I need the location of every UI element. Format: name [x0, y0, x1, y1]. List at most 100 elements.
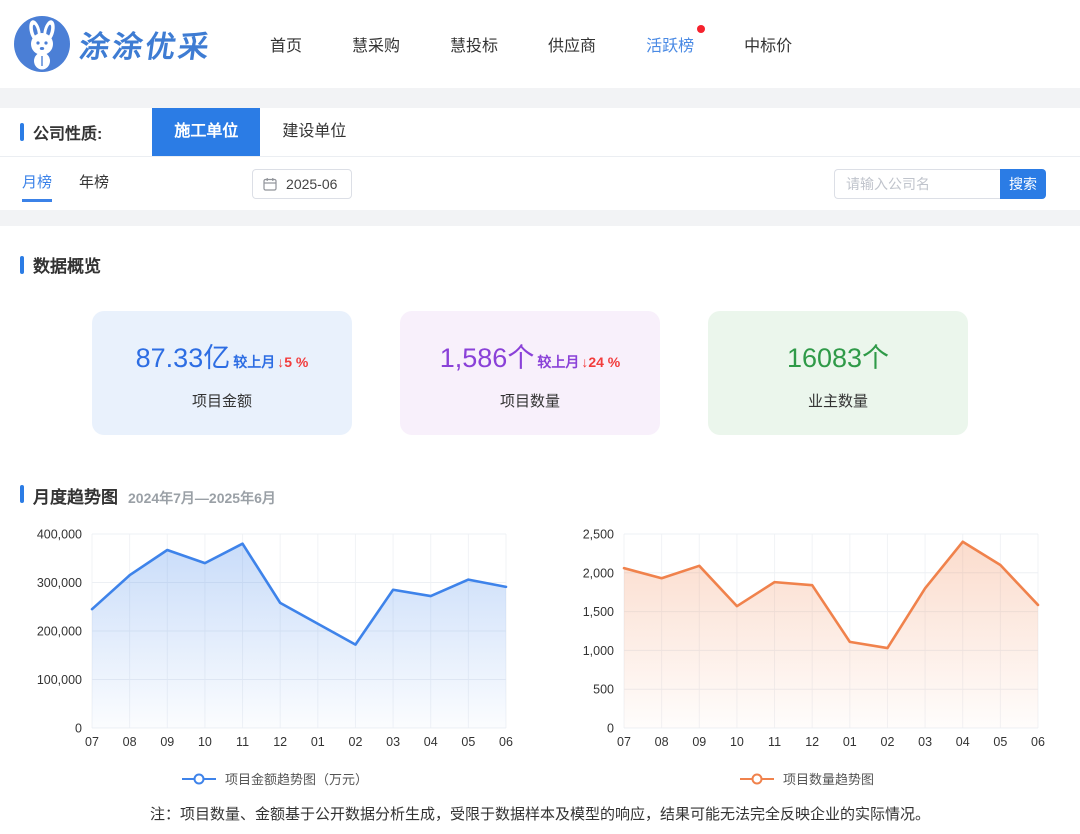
svg-text:04: 04 [424, 735, 438, 749]
nav-item-home[interactable]: 首页 [270, 38, 303, 55]
svg-text:03: 03 [918, 735, 932, 749]
card-project-amount: 87.33亿 较上月 ↓5 % 项目金额 [92, 311, 352, 435]
amount-chart-legend: 项目金额趋势图（万元） [28, 769, 522, 788]
svg-text:01: 01 [311, 735, 325, 749]
svg-text:12: 12 [273, 735, 287, 749]
svg-text:10: 10 [730, 735, 744, 749]
tab-development-unit[interactable]: 建设单位 [282, 123, 347, 140]
legend-label: 项目数量趋势图 [782, 772, 874, 787]
tab-construction-unit[interactable]: 施工单位 [152, 108, 261, 156]
svg-text:300,000: 300,000 [37, 576, 82, 590]
amount-chart-block: 07 08 09 10 11 12 01 02 03 04 05 06 0 100,000 200,000 3… [28, 522, 522, 788]
svg-text:0: 0 [607, 722, 614, 736]
company-type-filter: 公司性质: 施工单位 建设单位 [0, 108, 1080, 156]
svg-text:12: 12 [805, 735, 819, 749]
card-value: 16083个 [786, 342, 890, 373]
svg-text:02: 02 [881, 735, 895, 749]
svg-text:09: 09 [692, 735, 706, 749]
company-type-tabs: 施工单位 建设单位 [152, 108, 368, 156]
overview-title-text: 数据概览 [33, 257, 101, 276]
svg-text:03: 03 [386, 735, 400, 749]
nav-item-active-ranking[interactable]: 活跃榜 [646, 25, 706, 56]
trend-title-text: 月度趋势图 [33, 488, 118, 507]
svg-text:05: 05 [461, 735, 475, 749]
line-circle-marker-icon [739, 773, 774, 784]
nav-item-suppliers[interactable]: 供应商 [548, 38, 597, 55]
svg-text:1,000: 1,000 [583, 644, 614, 658]
new-badge-dot [697, 25, 706, 33]
tab-monthly-ranking[interactable]: 月榜 [22, 165, 53, 202]
overview-section-title: 数据概览 [20, 252, 1080, 277]
svg-text:04: 04 [956, 735, 970, 749]
line-circle-marker-icon [181, 773, 216, 784]
card-value-row: 1,586个 较上月 ↓24 % [440, 336, 621, 375]
svg-text:08: 08 [123, 735, 137, 749]
card-value: 1,586个 [439, 342, 535, 373]
section-gap [0, 88, 1080, 108]
nav-item-winning-price[interactable]: 中标价 [744, 38, 793, 55]
card-owner-count: 16083个 业主数量 [708, 311, 968, 435]
svg-text:11: 11 [768, 735, 781, 749]
svg-text:500: 500 [593, 683, 614, 697]
brand-logo[interactable]: 涂涂优采 [14, 16, 214, 72]
section-gap [0, 210, 1080, 226]
svg-text:2,500: 2,500 [583, 528, 614, 542]
svg-text:08: 08 [655, 735, 669, 749]
card-compare-label: 较上月 [537, 353, 580, 370]
brand-name: 涂涂优采 [77, 31, 214, 64]
disclaimer-note: 注：项目数量、金额基于公开数据分析生成，受限于数据样本及模型的响应，结果可能无法… [149, 806, 930, 823]
trend-charts: 07 08 09 10 11 12 01 02 03 04 05 06 0 100,000 200,000 3… [0, 508, 1080, 788]
section-marker [20, 123, 24, 141]
card-value-row: 87.33亿 较上月 ↓5 % [136, 336, 309, 375]
calendar-icon [263, 177, 277, 191]
header: 涂涂优采 首页 慧采购 慧投标 供应商 活跃榜 中标价 [0, 0, 1080, 88]
divider [0, 156, 1080, 157]
rabbit-icon [14, 16, 70, 72]
nav-item-label: 活跃榜 [646, 38, 695, 55]
tab-yearly-ranking[interactable]: 年榜 [79, 174, 110, 191]
section-marker [20, 255, 24, 274]
svg-text:2,000: 2,000 [583, 566, 614, 580]
svg-text:10: 10 [198, 735, 212, 749]
svg-text:11: 11 [236, 735, 249, 749]
trend-date-range: 2024年7月—2025年6月 [128, 490, 276, 506]
svg-text:07: 07 [617, 735, 631, 749]
svg-text:100,000: 100,000 [37, 673, 82, 687]
month-picker[interactable]: 2025-06 [252, 168, 353, 199]
company-search: 搜索 [834, 168, 1046, 199]
nav-item-procurement[interactable]: 慧采购 [352, 38, 401, 55]
main-nav: 首页 慧采购 慧投标 供应商 活跃榜 中标价 [270, 25, 793, 56]
svg-text:01: 01 [843, 735, 857, 749]
svg-text:09: 09 [160, 735, 174, 749]
svg-text:06: 06 [1031, 735, 1045, 749]
overview-cards: 87.33亿 较上月 ↓5 % 项目金额 1,586个 较上月 ↓24 % 项目… [92, 311, 1080, 435]
company-search-input[interactable] [834, 168, 1000, 199]
legend-label: 项目金额趋势图（万元） [224, 772, 368, 787]
section-marker [20, 485, 24, 503]
card-value: 87.33亿 [135, 342, 231, 373]
card-label: 项目数量 [499, 392, 560, 410]
svg-text:07: 07 [85, 735, 99, 749]
project-amount-chart: 07 08 09 10 11 12 01 02 03 04 05 06 0 100,000 200,000 3… [37, 528, 513, 750]
card-value-row: 16083个 [787, 336, 889, 375]
card-project-count: 1,586个 较上月 ↓24 % 项目数量 [400, 311, 660, 435]
company-type-label: 公司性质: [33, 126, 103, 143]
card-label: 业主数量 [807, 392, 868, 410]
svg-text:1,500: 1,500 [583, 605, 614, 619]
svg-text:200,000: 200,000 [37, 625, 82, 639]
search-button[interactable]: 搜索 [1000, 168, 1046, 199]
svg-text:0: 0 [75, 722, 82, 736]
project-count-chart: 07 08 09 10 11 12 01 02 03 04 05 06 0 500 1,000 1,500 2,… [583, 528, 1045, 750]
svg-text:02: 02 [349, 735, 363, 749]
card-delta-down: ↓5 % [277, 353, 309, 370]
svg-text:06: 06 [499, 735, 513, 749]
svg-text:400,000: 400,000 [37, 528, 82, 542]
card-compare-label: 较上月 [233, 353, 276, 370]
svg-text:05: 05 [993, 735, 1007, 749]
count-chart-legend: 项目数量趋势图 [560, 769, 1054, 788]
trend-section-title: 月度趋势图 2024年7月—2025年6月 [20, 483, 1080, 508]
card-label: 项目金额 [191, 392, 252, 410]
ranking-toolbar: 月榜 年榜 2025-06 搜索 [0, 157, 1080, 210]
nav-item-bidding[interactable]: 慧投标 [450, 38, 499, 55]
card-delta-down: ↓24 % [581, 353, 621, 370]
